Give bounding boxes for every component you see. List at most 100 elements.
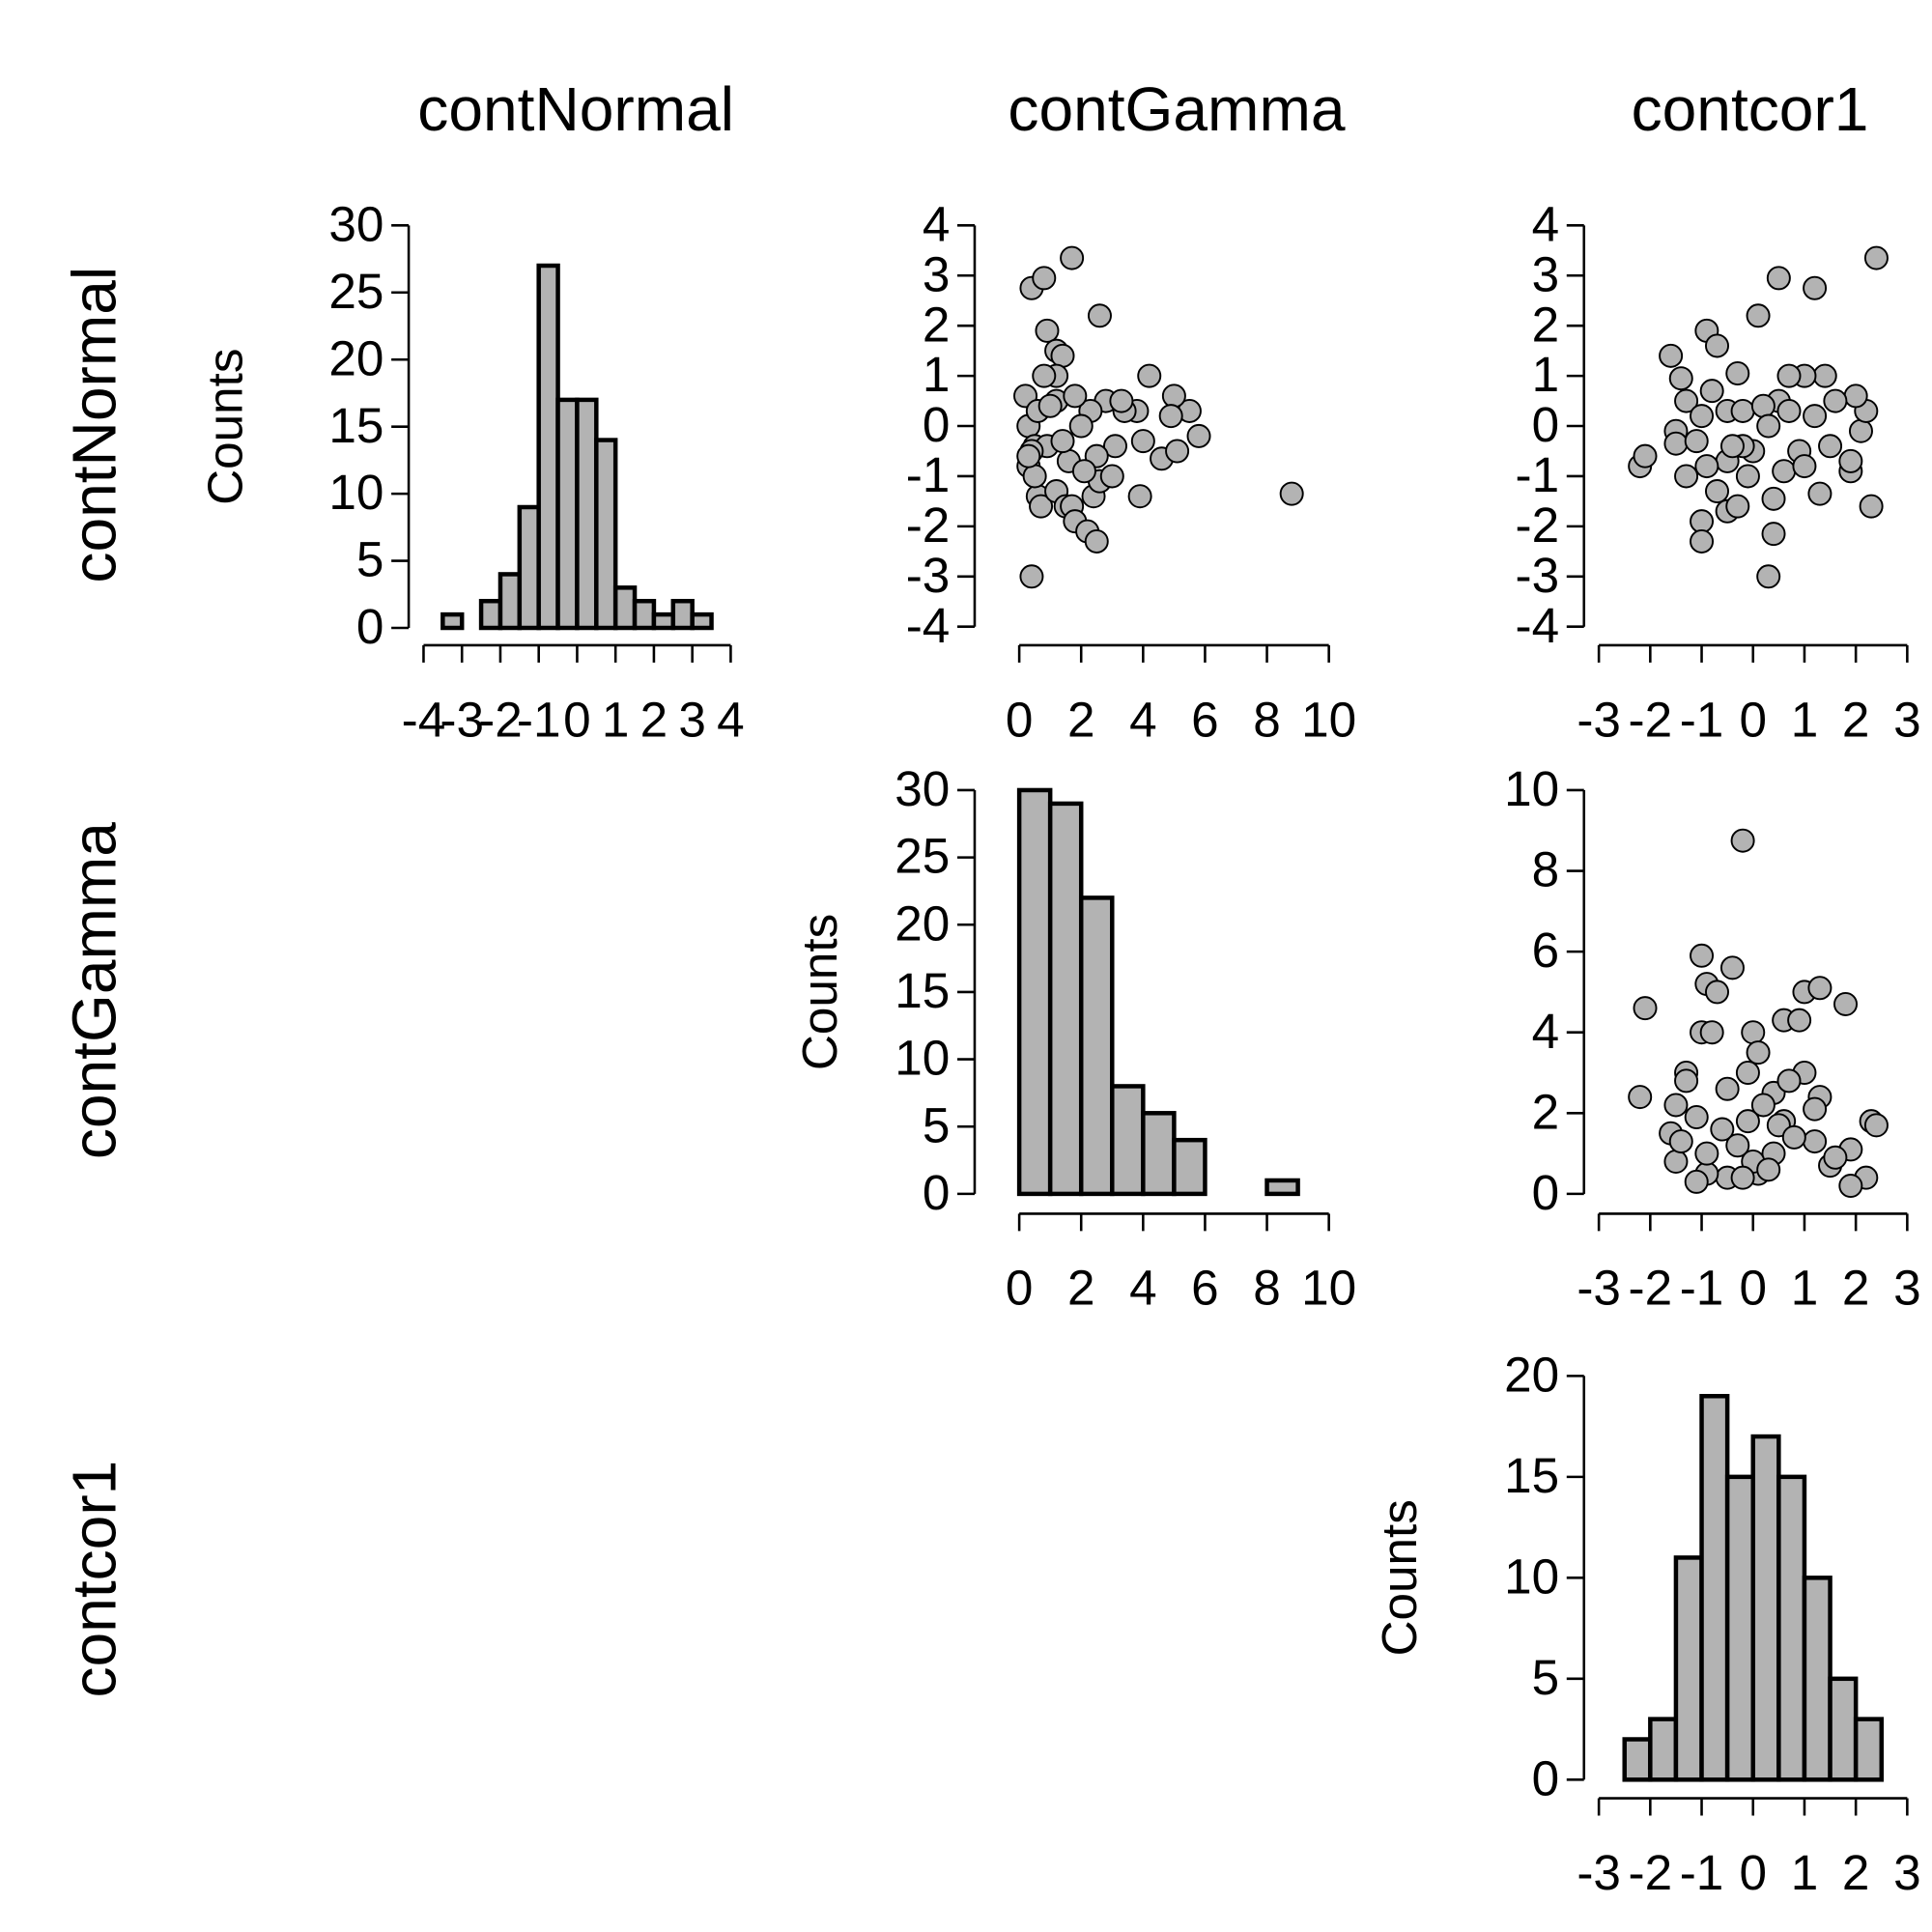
x-tick-label: -4: [402, 692, 446, 747]
y-tick-label: 5: [356, 532, 384, 587]
y-tick-label: 8: [1532, 842, 1560, 897]
y-tick-label: 10: [1504, 1548, 1559, 1604]
scatter-point: [1684, 1104, 1709, 1129]
y-tick-label: 25: [328, 264, 384, 319]
y-tick-label: 20: [895, 895, 950, 951]
x-tick-label: 0: [1006, 1261, 1034, 1316]
y-tick-label: -4: [1516, 598, 1560, 653]
y-tick-label: 15: [1504, 1448, 1559, 1503]
histogram-bar: [440, 611, 465, 631]
y-tick-label: 30: [895, 761, 950, 816]
scatter-point: [1130, 429, 1155, 454]
y-tick-label: 10: [328, 465, 384, 520]
scatter-point: [1746, 303, 1771, 328]
scatter-point: [1690, 404, 1715, 429]
y-tick-label: 0: [1532, 1165, 1560, 1220]
y-tick-label: -4: [906, 598, 951, 653]
y-tick-label: 15: [328, 398, 384, 453]
scatter-point: [1137, 363, 1162, 388]
x-tick-label: 0: [1739, 692, 1767, 747]
histogram-bar: [1776, 1474, 1807, 1782]
x-tick-label: 6: [1191, 1261, 1219, 1316]
column-label: contNormal: [417, 74, 734, 144]
y-tick-label: 0: [923, 397, 951, 452]
histogram-bar: [1853, 1717, 1885, 1782]
scatter-point: [1690, 528, 1715, 554]
scatter-point: [1807, 481, 1833, 506]
scatter-point: [1674, 464, 1699, 489]
scatter-point: [1037, 393, 1063, 418]
x-tick-label: 8: [1253, 692, 1281, 747]
scatter-point: [1029, 494, 1054, 519]
scatter-point: [1833, 991, 1859, 1016]
scatter-point: [1186, 423, 1211, 448]
scatter-point: [1663, 1149, 1689, 1174]
scatter-point: [1694, 454, 1719, 479]
scatter-point: [1674, 1068, 1699, 1094]
x-tick-label: -2: [1629, 1261, 1673, 1316]
y-tick-label: 15: [895, 963, 950, 1018]
scatter-point: [1087, 303, 1112, 328]
scatter-point: [1823, 1145, 1848, 1170]
y-axis-label: Counts: [792, 914, 847, 1070]
scatter-point: [1756, 564, 1781, 589]
x-tick-label: 0: [563, 692, 591, 747]
x-tick-label: 2: [1067, 692, 1095, 747]
y-tick-label: -3: [906, 548, 951, 603]
scatter-point: [1761, 522, 1786, 547]
y-tick-label: 0: [1532, 397, 1560, 452]
histogram-bar: [575, 397, 599, 631]
scatter-point: [1792, 454, 1817, 479]
scatter-point: [1730, 828, 1755, 853]
histogram-bar: [517, 504, 541, 631]
x-tick-label: -3: [1577, 692, 1621, 747]
scatter-point: [1823, 388, 1848, 413]
scatter-point: [1710, 1117, 1735, 1142]
scatter-point: [1730, 398, 1755, 423]
x-tick-label: 1: [1791, 692, 1819, 747]
scatter-point: [1730, 1165, 1755, 1190]
histogram-bar: [670, 598, 695, 631]
y-tick-label: -2: [906, 497, 951, 553]
histogram-bar: [651, 611, 676, 631]
scatter-point: [1060, 245, 1085, 270]
scatter-point: [1050, 429, 1075, 454]
x-tick-label: 3: [1893, 1261, 1921, 1316]
scatter-point: [1022, 464, 1047, 489]
x-tick-label: -3: [440, 692, 484, 747]
scatter-point: [1843, 384, 1868, 409]
histogram-bar: [555, 397, 580, 631]
scatter-point: [1863, 245, 1889, 270]
x-tick-label: 4: [1129, 1261, 1157, 1316]
scatter-point: [1071, 459, 1096, 484]
scatter-point: [1694, 1141, 1719, 1166]
scatter-point: [1684, 1169, 1709, 1194]
scatter-point: [1684, 429, 1709, 454]
x-tick-label: 0: [1739, 1261, 1767, 1316]
y-tick-label: 10: [1504, 761, 1559, 816]
scatter-point: [1776, 398, 1802, 423]
scatter-point: [1812, 363, 1837, 388]
scatter-point: [1628, 1085, 1653, 1110]
x-tick-label: 4: [717, 692, 745, 747]
scatter-point: [1633, 443, 1658, 469]
scatter-point: [1719, 955, 1745, 980]
x-tick-label: -1: [1680, 692, 1724, 747]
histogram-bar: [1673, 1555, 1704, 1782]
scatter-point: [1838, 1174, 1863, 1199]
scatter-point: [1859, 494, 1884, 519]
x-tick-label: 1: [602, 692, 630, 747]
x-tick-label: 2: [1842, 1845, 1870, 1900]
row-label: contGamma: [60, 822, 129, 1159]
scatter-point: [1663, 1093, 1689, 1118]
scatter-point: [1756, 1157, 1781, 1182]
scatter-point: [1158, 404, 1183, 429]
scatter-point: [1699, 1020, 1724, 1045]
y-tick-label: 0: [923, 1165, 951, 1220]
scatter-point: [1109, 388, 1134, 413]
histogram-bar: [612, 585, 638, 631]
scatter-point: [1102, 434, 1127, 459]
scatter-point: [1050, 343, 1075, 368]
scatter-point: [1016, 443, 1041, 469]
